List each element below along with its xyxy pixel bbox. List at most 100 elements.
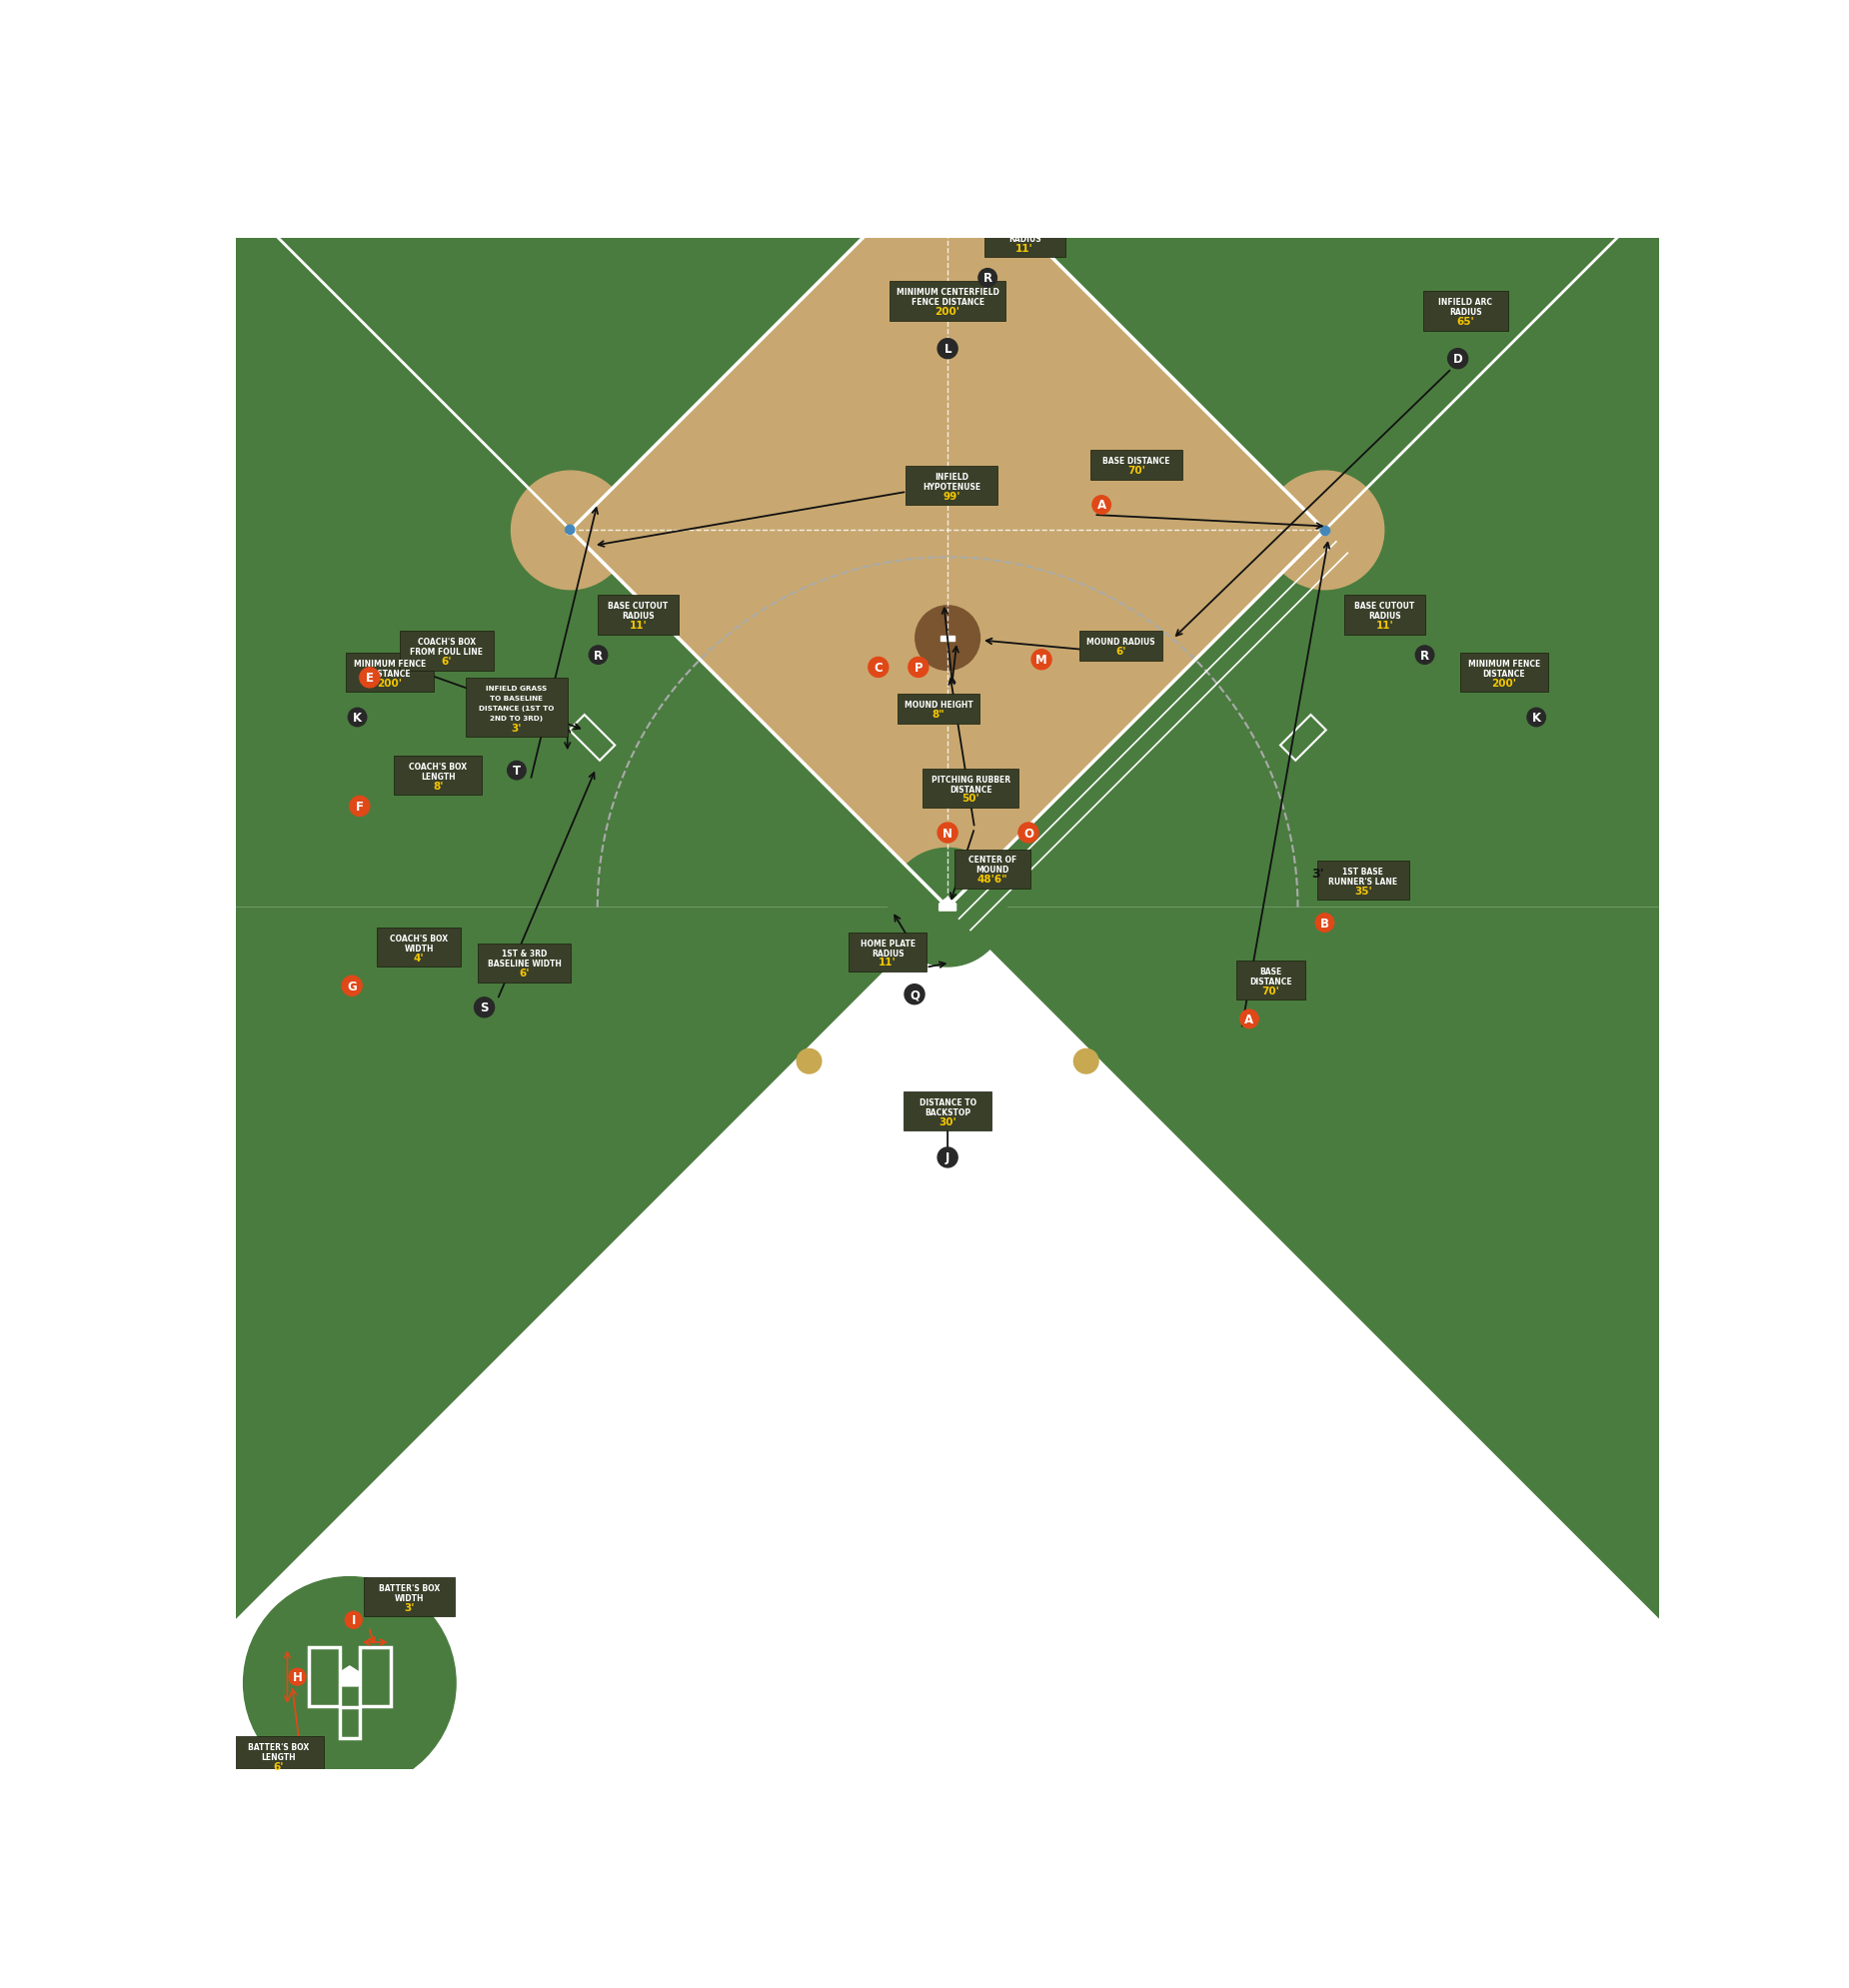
Text: A: A	[1096, 499, 1106, 513]
FancyBboxPatch shape	[399, 632, 494, 670]
Circle shape	[937, 823, 958, 843]
Circle shape	[888, 849, 1008, 966]
Text: 1ST & 3RD: 1ST & 3RD	[501, 950, 547, 958]
Text: DISTANCE: DISTANCE	[1483, 670, 1525, 678]
Polygon shape	[571, 153, 1324, 909]
Circle shape	[512, 471, 631, 590]
Text: O: O	[1024, 827, 1034, 839]
Text: WIDTH: WIDTH	[396, 1592, 425, 1602]
Circle shape	[342, 976, 362, 996]
FancyBboxPatch shape	[377, 928, 460, 968]
Text: 6': 6'	[442, 656, 451, 666]
Text: BASE CUTOUT: BASE CUTOUT	[1355, 602, 1414, 610]
Text: R: R	[1420, 648, 1429, 662]
Text: R: R	[594, 648, 603, 662]
Text: B: B	[1320, 916, 1329, 930]
Polygon shape	[116, 909, 947, 1769]
Circle shape	[937, 340, 958, 360]
Circle shape	[1241, 1010, 1259, 1028]
Text: 8": 8"	[932, 710, 945, 720]
Circle shape	[915, 606, 980, 670]
Text: 2ND TO 3RD): 2ND TO 3RD)	[490, 716, 544, 722]
Text: 35': 35'	[1353, 887, 1372, 897]
Bar	[340, 1708, 361, 1738]
FancyBboxPatch shape	[394, 755, 483, 795]
Circle shape	[590, 646, 608, 664]
Text: BASE CUTOUT: BASE CUTOUT	[608, 602, 667, 610]
Text: 11': 11'	[629, 620, 647, 630]
Text: 70': 70'	[1261, 986, 1280, 996]
Text: RADIUS: RADIUS	[621, 612, 655, 620]
Text: HOME PLATE: HOME PLATE	[860, 938, 915, 948]
FancyBboxPatch shape	[1237, 962, 1305, 1000]
FancyBboxPatch shape	[904, 1091, 991, 1131]
Text: K: K	[353, 712, 362, 724]
Circle shape	[1527, 708, 1546, 728]
Text: I: I	[351, 1614, 355, 1626]
Text: 70': 70'	[1128, 465, 1145, 475]
FancyBboxPatch shape	[233, 1738, 324, 1775]
FancyBboxPatch shape	[364, 1576, 455, 1616]
Text: 200': 200'	[377, 678, 403, 688]
Circle shape	[1074, 1050, 1098, 1074]
Text: RADIUS: RADIUS	[871, 948, 904, 958]
Circle shape	[978, 268, 997, 288]
Circle shape	[869, 658, 888, 678]
Polygon shape	[342, 1666, 359, 1686]
Text: T: T	[512, 763, 521, 777]
Text: 6': 6'	[274, 1761, 285, 1771]
Text: G: G	[348, 980, 357, 992]
Circle shape	[1093, 497, 1111, 515]
Text: L: L	[943, 342, 952, 356]
Text: 11': 11'	[1376, 620, 1394, 630]
Text: INFIELD ARC: INFIELD ARC	[1439, 298, 1492, 306]
Text: 6': 6'	[520, 968, 529, 978]
Polygon shape	[0, 0, 1849, 909]
Text: 11': 11'	[878, 958, 897, 968]
Text: MINIMUM FENCE: MINIMUM FENCE	[1468, 660, 1540, 668]
Text: N: N	[943, 827, 952, 839]
Text: M: M	[1035, 654, 1047, 666]
Text: BASE: BASE	[1259, 966, 1281, 976]
FancyBboxPatch shape	[479, 944, 571, 982]
Text: BASE DISTANCE: BASE DISTANCE	[1102, 457, 1170, 465]
FancyBboxPatch shape	[984, 219, 1065, 258]
Text: COACH'S BOX: COACH'S BOX	[390, 934, 447, 942]
Text: 3': 3'	[512, 724, 521, 734]
Text: TO BASELINE: TO BASELINE	[490, 696, 544, 702]
Text: R: R	[984, 272, 993, 284]
Text: H: H	[292, 1670, 301, 1684]
FancyBboxPatch shape	[597, 596, 679, 634]
Text: RUNNER'S LANE: RUNNER'S LANE	[1329, 877, 1398, 887]
Text: 6': 6'	[1115, 646, 1126, 656]
Circle shape	[1416, 646, 1435, 664]
Text: K: K	[1531, 712, 1540, 724]
Text: HYPOTENUSE: HYPOTENUSE	[923, 483, 980, 491]
FancyBboxPatch shape	[346, 654, 433, 692]
Circle shape	[244, 1576, 457, 1789]
Text: F: F	[355, 799, 364, 813]
Text: 99': 99'	[943, 491, 960, 501]
Text: RADIUS: RADIUS	[1368, 612, 1402, 620]
Text: J: J	[945, 1151, 950, 1165]
Text: C: C	[875, 662, 882, 674]
Circle shape	[507, 761, 525, 779]
FancyBboxPatch shape	[906, 467, 998, 505]
Circle shape	[888, 95, 1008, 213]
Circle shape	[947, 153, 956, 161]
Text: BASELINE WIDTH: BASELINE WIDTH	[488, 960, 562, 968]
Text: 65': 65'	[1457, 316, 1474, 326]
Text: BATTER'S BOX: BATTER'S BOX	[379, 1582, 440, 1592]
Bar	[361, 1648, 390, 1706]
FancyBboxPatch shape	[889, 282, 1006, 322]
Text: DISTANCE: DISTANCE	[949, 785, 993, 793]
Circle shape	[1448, 350, 1468, 370]
Text: 200': 200'	[936, 306, 960, 316]
Polygon shape	[947, 909, 1779, 1769]
Circle shape	[348, 708, 366, 728]
Circle shape	[346, 1612, 362, 1628]
Circle shape	[361, 668, 379, 688]
Text: WIDTH: WIDTH	[405, 944, 435, 952]
FancyBboxPatch shape	[923, 769, 1019, 809]
FancyBboxPatch shape	[1091, 451, 1182, 479]
